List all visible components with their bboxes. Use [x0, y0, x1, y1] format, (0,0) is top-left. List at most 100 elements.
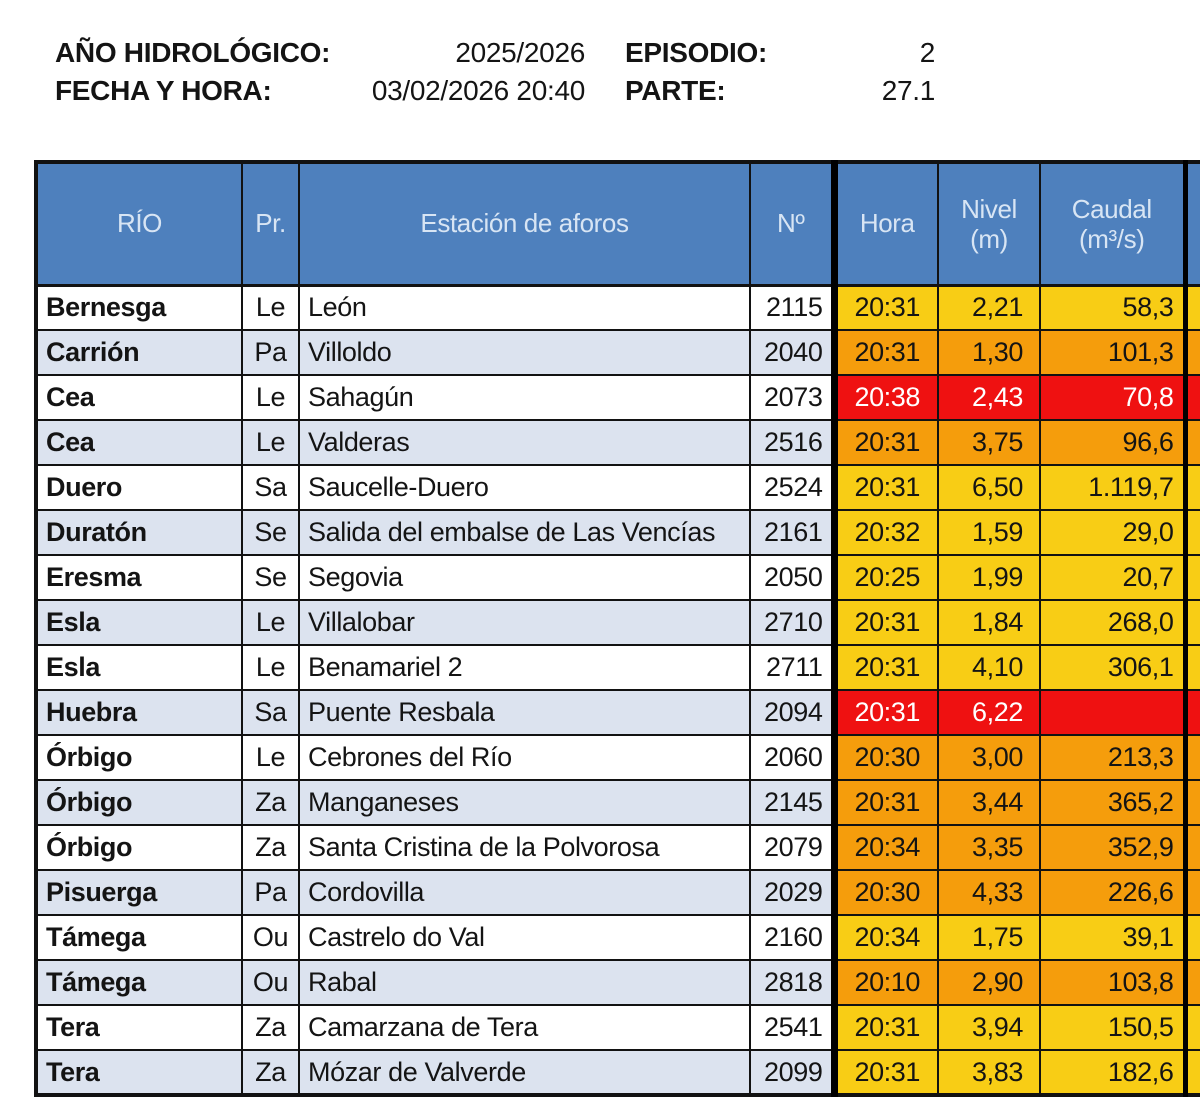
station-name-cell: Manganeses — [298, 779, 751, 826]
caudal-cell: 213,3 — [1039, 734, 1186, 781]
station-row: Tera Za Camarzana de Tera 2541 20:31 3,94 150,… — [35, 1004, 1200, 1051]
hora-cell: 20:31 — [830, 689, 939, 736]
station-number-cell: 2524 — [749, 464, 835, 511]
station-number-cell: 2710 — [749, 599, 835, 646]
hora-cell: 20:31 — [830, 329, 939, 376]
cutoff-cell — [1182, 509, 1200, 556]
column-header-nivel-line2: (m) — [970, 223, 1008, 254]
column-header-nivel-line1: Nivel — [961, 193, 1017, 224]
river-name-cell: Órbigo — [35, 734, 243, 781]
column-header-cutoff — [1182, 161, 1200, 287]
nivel-cell: 3,44 — [937, 779, 1041, 826]
station-name-cell: Benamariel 2 — [298, 644, 751, 691]
province-cell: Le — [241, 734, 300, 781]
station-number-cell: 2079 — [749, 824, 835, 871]
cutoff-cell — [1182, 1004, 1200, 1051]
caudal-cell: 20,7 — [1039, 554, 1186, 601]
station-number-cell: 2516 — [749, 419, 835, 466]
station-row: Esla Le Benamariel 2 2711 20:31 4,10 306,1 — [35, 644, 1200, 691]
station-number-cell: 2040 — [749, 329, 835, 376]
column-header-caudal-line2: (m³/s) — [1079, 223, 1145, 254]
nivel-cell: 1,75 — [937, 914, 1041, 961]
station-name-cell: Cordovilla — [298, 869, 751, 916]
station-row: Támega Ou Castrelo do Val 2160 20:34 1,75 39,1 — [35, 914, 1200, 961]
river-name-cell: Esla — [35, 644, 243, 691]
column-header-caudal: Caudal (m³/s) — [1039, 161, 1186, 287]
part-label: PARTE: — [625, 75, 726, 106]
table-header: RÍO Pr. Estación de aforos Nº Hora Nivel… — [35, 161, 1200, 287]
nivel-cell: 1,99 — [937, 554, 1041, 601]
province-cell: Pa — [241, 329, 300, 376]
station-number-cell: 2094 — [749, 689, 835, 736]
province-cell: Le — [241, 419, 300, 466]
province-cell: Se — [241, 554, 300, 601]
station-table-body: Bernesga Le León 2115 20:31 2,21 58,3 Carrión Pa… — [35, 284, 1200, 1096]
caudal-cell: 39,1 — [1039, 914, 1186, 961]
gauging-stations-table: RÍO Pr. Estación de aforos Nº Hora Nivel… — [34, 160, 1200, 1097]
station-name-cell: Cebrones del Río — [298, 734, 751, 781]
table-header-row: RÍO Pr. Estación de aforos Nº Hora Nivel… — [35, 161, 1200, 287]
station-row: Támega Ou Rabal 2818 20:10 2,90 103,8 — [35, 959, 1200, 1006]
river-name-cell: Duratón — [35, 509, 243, 556]
station-row: Cea Le Valderas 2516 20:31 3,75 96,6 — [35, 419, 1200, 466]
nivel-cell: 6,50 — [937, 464, 1041, 511]
nivel-cell: 2,21 — [937, 284, 1041, 331]
cutoff-cell — [1182, 284, 1200, 331]
river-name-cell: Órbigo — [35, 779, 243, 826]
caudal-cell: 150,5 — [1039, 1004, 1186, 1051]
episode-value: 2 — [919, 37, 936, 68]
hora-cell: 20:31 — [830, 284, 939, 331]
nivel-cell: 2,43 — [937, 374, 1041, 421]
station-number-cell: 2099 — [749, 1049, 835, 1096]
station-row: Órbigo Za Santa Cristina de la Polvorosa 20… — [35, 824, 1200, 871]
station-row: Órbigo Za Manganeses 2145 20:31 3,44 365,2 — [35, 779, 1200, 826]
nivel-cell: 4,10 — [937, 644, 1041, 691]
caudal-cell: 96,6 — [1039, 419, 1186, 466]
hora-cell: 20:32 — [830, 509, 939, 556]
station-name-cell: Mózar de Valverde — [298, 1049, 751, 1096]
station-name-cell: Villalobar — [298, 599, 751, 646]
nivel-cell: 3,94 — [937, 1004, 1041, 1051]
caudal-cell: 306,1 — [1039, 644, 1186, 691]
province-cell: Ou — [241, 914, 300, 961]
station-name-cell: Sahagún — [298, 374, 751, 421]
nivel-cell: 3,00 — [937, 734, 1041, 781]
station-name-cell: Villoldo — [298, 329, 751, 376]
station-number-cell: 2818 — [749, 959, 835, 1006]
hora-cell: 20:34 — [830, 914, 939, 961]
province-cell: Ou — [241, 959, 300, 1006]
report-meta: AÑO HIDROLÓGICO: 2025/2026 EPISODIO: 2 F… — [55, 34, 935, 110]
hora-cell: 20:31 — [830, 1049, 939, 1096]
province-cell: Pa — [241, 869, 300, 916]
caudal-cell: 58,3 — [1039, 284, 1186, 331]
caudal-cell: 365,2 — [1039, 779, 1186, 826]
station-number-cell: 2711 — [749, 644, 835, 691]
station-number-cell: 2160 — [749, 914, 835, 961]
river-name-cell: Bernesga — [35, 284, 243, 331]
hydro-year-label: AÑO HIDROLÓGICO: — [55, 37, 331, 68]
caudal-cell: 103,8 — [1039, 959, 1186, 1006]
province-cell: Sa — [241, 464, 300, 511]
province-cell: Le — [241, 644, 300, 691]
hora-cell: 20:31 — [830, 464, 939, 511]
caudal-cell — [1039, 689, 1186, 736]
river-name-cell: Órbigo — [35, 824, 243, 871]
hydro-year-value: 2025/2026 — [455, 37, 585, 68]
hora-cell: 20:31 — [830, 1004, 939, 1051]
province-cell: Za — [241, 824, 300, 871]
station-name-cell: Santa Cristina de la Polvorosa — [298, 824, 751, 871]
caudal-cell: 1.119,7 — [1039, 464, 1186, 511]
station-name-cell: Rabal — [298, 959, 751, 1006]
cutoff-cell — [1182, 599, 1200, 646]
hora-cell: 20:38 — [830, 374, 939, 421]
station-number-cell: 2060 — [749, 734, 835, 781]
cutoff-cell — [1182, 554, 1200, 601]
caudal-cell: 70,8 — [1039, 374, 1186, 421]
province-cell: Sa — [241, 689, 300, 736]
column-header-rio: RÍO — [35, 161, 243, 287]
station-name-cell: Castrelo do Val — [298, 914, 751, 961]
nivel-cell: 3,75 — [937, 419, 1041, 466]
cutoff-cell — [1182, 869, 1200, 916]
cutoff-cell — [1182, 419, 1200, 466]
hora-cell: 20:30 — [830, 734, 939, 781]
